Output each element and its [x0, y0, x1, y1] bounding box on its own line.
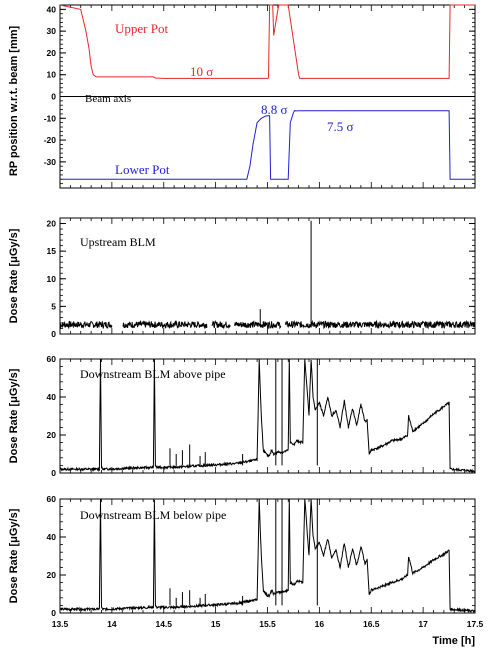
lower-pot-series	[60, 110, 475, 180]
upstream-trace	[122, 319, 208, 330]
y-tick-label: 10	[47, 70, 57, 80]
upstream-y-ticks: 20 15 10 5 0	[47, 217, 476, 339]
downstream-above-panel: 60 40 20 0 Downstream BLM above pipe Dose R…	[8, 354, 476, 478]
x-tick-label: 17.5	[467, 619, 484, 629]
beam-axis-label: Beam axis	[85, 93, 131, 105]
y-tick-label: 40	[47, 532, 57, 542]
upstream-trace	[211, 319, 231, 330]
sigma-75-label: 7.5 σ	[327, 119, 354, 134]
y-tick-label: 0	[51, 468, 56, 478]
downstream-trace	[59, 498, 476, 614]
x-axis-label: Time [h]	[432, 635, 475, 647]
y-tick-label: 20	[47, 430, 57, 440]
y-tick-label: 15	[47, 246, 57, 256]
downstream-above-y-ticks: 60 40 20 0	[47, 354, 476, 478]
y-tick-label: 60	[47, 354, 57, 364]
lower-pot-label: Lower Pot	[115, 162, 170, 177]
x-tick-label: 16	[315, 619, 325, 629]
rp-y-axis-label: RP position w.r.t. beam [mm]	[8, 25, 20, 176]
y-tick-label: 0	[51, 608, 56, 618]
x-tick-label: 15.5	[259, 619, 276, 629]
downstream-below-label: Downstream BLM below pipe	[80, 508, 226, 522]
y-tick-label: 10	[47, 274, 57, 284]
downstream-trace	[59, 358, 476, 474]
downstream-below-series	[59, 498, 476, 614]
x-tick-label: 14.5	[155, 619, 172, 629]
y-tick-label: 20	[47, 219, 57, 229]
sigma-88-label: 8.8 σ	[261, 102, 288, 117]
upstream-trace	[284, 319, 476, 330]
upper-pot-series	[59, 4, 475, 79]
y-tick-label: 20	[47, 570, 57, 580]
y-tick-label: 60	[47, 494, 57, 504]
x-tick-label: 17	[418, 619, 428, 629]
y-tick-label: 0	[51, 92, 56, 102]
downstream-above-y-axis-label: Dose Rate [μGy/s]	[8, 368, 20, 463]
upstream-blm-panel: 20 15 10 5 0 Upstream BLM Dose Rate [μGy/s]	[8, 217, 476, 339]
y-tick-label: -30	[44, 157, 57, 167]
downstream-below-y-ticks: 60 40 20 0	[47, 494, 476, 618]
upstream-trace	[234, 319, 282, 330]
y-tick-label: -10	[44, 113, 57, 123]
upper-pot-label: Upper Pot	[115, 21, 168, 36]
y-tick-label: 40	[47, 4, 57, 14]
y-tick-label: 40	[47, 392, 57, 402]
upstream-y-axis-label: Dose Rate [μGy/s]	[8, 228, 20, 323]
upstream-trace	[59, 320, 113, 330]
y-tick-label: 5	[51, 301, 56, 311]
x-tick-label: 13.5	[52, 619, 69, 629]
y-tick-label: 30	[47, 26, 57, 36]
rp-position-panel: 40 30 20 10 0 -10 -20 -30 Upper Pot Lower Pot B…	[8, 4, 476, 189]
y-tick-label: -20	[44, 135, 57, 145]
downstream-above-series	[59, 358, 476, 474]
downstream-above-label: Downstream BLM above pipe	[80, 367, 226, 381]
x-axis-ticks: 13.5 14 14.5 15 15.5 16 16.5 17 17.5	[52, 619, 484, 629]
x-tick-label: 14	[107, 619, 117, 629]
downstream-below-y-axis-label: Dose Rate [μGy/s]	[8, 508, 20, 603]
upstream-blm-series	[59, 220, 476, 330]
x-tick-label: 16.5	[363, 619, 380, 629]
downstream-below-panel: 60 40 20 0 13.5 14 14.5 15 15.5 16 16.5 17 17.5 Dow…	[8, 494, 484, 647]
x-tick-label: 15	[211, 619, 221, 629]
y-tick-label: 20	[47, 48, 57, 58]
y-tick-label: 0	[51, 329, 56, 339]
sigma-10-label: 10 σ	[190, 64, 213, 79]
upstream-blm-label: Upstream BLM	[80, 235, 156, 249]
